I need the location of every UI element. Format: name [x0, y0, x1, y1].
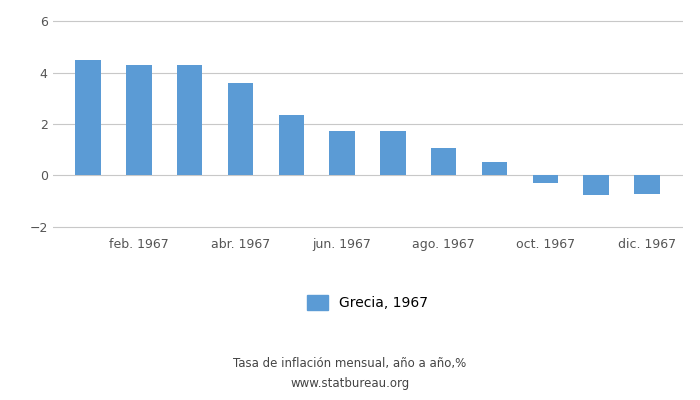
Bar — [279, 115, 304, 176]
Bar — [380, 131, 405, 176]
Text: Tasa de inflación mensual, año a año,%: Tasa de inflación mensual, año a año,% — [233, 358, 467, 370]
Bar — [76, 60, 101, 176]
Bar — [482, 162, 508, 176]
Bar — [228, 83, 253, 176]
Bar — [177, 65, 202, 176]
Legend: Grecia, 1967: Grecia, 1967 — [302, 290, 433, 316]
Bar — [330, 131, 355, 176]
Bar — [533, 176, 558, 183]
Bar — [583, 176, 609, 195]
Text: www.statbureau.org: www.statbureau.org — [290, 378, 410, 390]
Bar — [634, 176, 659, 194]
Bar — [126, 65, 152, 176]
Bar — [431, 148, 456, 176]
